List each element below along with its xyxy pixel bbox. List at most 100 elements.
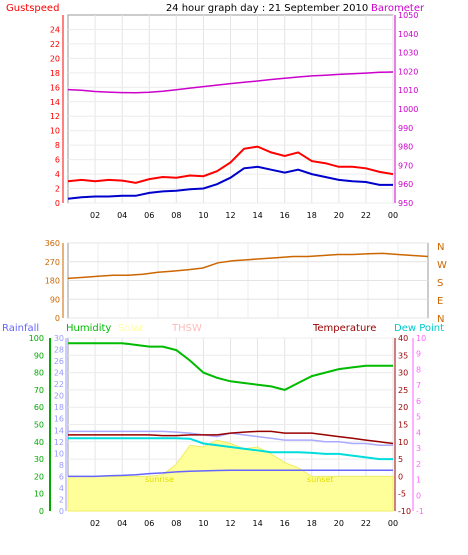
dewpoint-tick-label: 4 [416,428,421,437]
dewpoint-tick-label: 8 [416,365,421,374]
panel3-x-tick-label: 06 [144,519,154,528]
panel2-marks [67,252,429,280]
compass-label: W [437,260,447,271]
temperature-tick-label: 40 [398,334,408,343]
panel1-x-tick-label: 00 [388,211,398,220]
gustspeed-tick-label: 16 [50,83,60,92]
dewpoint-series-line [68,437,393,461]
rainfall-tick-label: 0 [59,507,64,516]
direction-tick-label: 0 [55,314,60,323]
temperature-series-line [68,430,394,445]
panel1-x-tick-label: 22 [361,211,371,220]
dewpoint-tick-label: 9 [416,350,421,359]
panel3-x-tick-label: 08 [171,519,181,528]
legend-dewpoint: Dew Point [394,323,444,334]
rainfall-tick-label: 22 [54,380,64,389]
direction-tick-label: 180 [45,277,60,286]
barometer-tick-label: 970 [398,161,413,170]
sunrise-annotation: sunrise [145,475,174,484]
rainfall-tick-label: 14 [54,426,64,435]
barometer-axis-label: Barometer [371,3,425,14]
panel1-x-tick-label: 10 [198,211,208,220]
panel3-x-tick-label: 18 [307,519,317,528]
temperature-tick-label: 10 [398,438,408,447]
compass-label: N [437,314,444,325]
gustspeed-tick-label: 0 [55,199,60,208]
dewpoint-tick-label: 6 [416,397,421,406]
gustspeed-series-line [67,145,394,184]
gustspeed-tick-label: 14 [50,98,60,107]
panel3-x-tick-label: 10 [198,519,208,528]
rainfall-tick-label: 28 [54,346,64,355]
barometer-tick-label: 950 [398,199,413,208]
panel1-x-tick-label: 08 [171,211,181,220]
gustspeed-tick-label: 2 [55,185,60,194]
rainfall-series-line [68,469,393,478]
gustspeed-tick-label: 8 [55,141,60,150]
panel1-x-tick-label: 12 [225,211,235,220]
dewpoint-tick-label: 5 [416,413,421,422]
panel3-legend: Rainfall Humidity Solar THSW Temperature… [2,323,444,334]
rainfall-tick-label: 6 [59,472,64,481]
gustspeed-tick-label: 4 [55,170,60,179]
rainfall-tick-label: 4 [59,484,64,493]
panel3-marks [67,342,394,512]
humidity-tick-label: 100 [29,334,44,343]
rainfall-tick-label: 26 [54,357,64,366]
panel2-grid [68,242,428,319]
temperature-tick-label: -5 [398,490,406,499]
temperature-humidity-panel: 0102030405060708090100024681012141618202… [2,323,444,528]
direction-tick-label: 360 [45,239,60,248]
panel1-x-tick-label: 02 [90,211,100,220]
panel1-x-tick-label: 14 [252,211,262,220]
humidity-tick-label: 0 [39,507,44,516]
humidity-tick-label: 80 [34,369,44,378]
barometer-tick-label: 1020 [398,67,418,76]
rainfall-tick-label: 12 [54,438,64,447]
panel3-x-tick-label: 14 [252,519,262,528]
solar-series-area [67,439,394,512]
rainfall-tick-label: 2 [59,495,64,504]
barometer-tick-label: 1010 [398,86,418,95]
humidity-tick-label: 90 [34,351,44,360]
humidity-tick-label: 30 [34,455,44,464]
rainfall-tick-label: 18 [54,403,64,412]
gustspeed-tick-label: 24 [50,25,60,34]
temperature-tick-label: 0 [398,472,403,481]
panel1-axes: 0246810121416182022249509609709809901000… [50,11,419,220]
dewpoint-tick-label: 0 [416,491,421,500]
wind-direction-series-line [67,252,429,280]
humidity-tick-label: 10 [34,490,44,499]
gustspeed-tick-label: 12 [50,112,60,121]
compass-label: E [437,296,443,307]
gustspeed-tick-label: 18 [50,69,60,78]
gustspeed-tick-label: 22 [50,40,60,49]
rainfall-tick-label: 30 [54,334,64,343]
panel1-x-tick-label: 06 [144,211,154,220]
temperature-tick-label: 15 [398,421,408,430]
rainfall-tick-label: 20 [54,392,64,401]
direction-tick-label: 270 [45,258,60,267]
panel1-x-tick-label: 16 [280,211,290,220]
barometer-tick-label: 1050 [398,11,418,20]
gustspeed-tick-label: 6 [55,156,60,165]
humidity-tick-label: 60 [34,403,44,412]
barometer-tick-label: 1030 [398,49,418,58]
temperature-tick-label: 5 [398,455,403,464]
panel3-x-tick-label: 20 [334,519,344,528]
dewpoint-tick-label: 7 [416,381,421,390]
dewpoint-tick-label: 2 [416,460,421,469]
panel1-x-tick-label: 18 [307,211,317,220]
temperature-tick-label: 30 [398,369,408,378]
temperature-tick-label: 35 [398,351,408,360]
panel1-x-tick-label: 04 [117,211,127,220]
compass-label: N [437,242,444,253]
rainfall-tick-label: 10 [54,449,64,458]
dewpoint-tick-label: 1 [416,476,421,485]
gustspeed-tick-label: 10 [50,127,60,136]
legend-rainfall: Rainfall [2,323,39,334]
panel3-x-tick-label: 22 [361,519,371,528]
barometer-tick-label: 1000 [398,105,418,114]
